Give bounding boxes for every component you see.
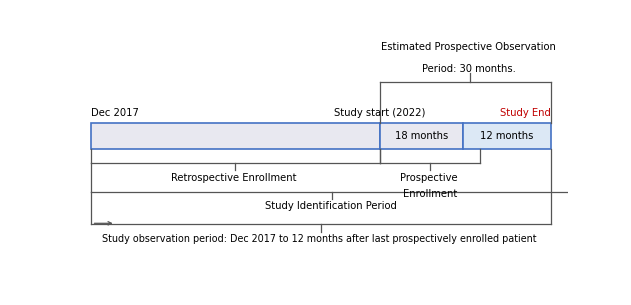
Text: Estimated Prospective Observation: Estimated Prospective Observation [381, 42, 559, 52]
Text: Period: 30 months.: Period: 30 months. [422, 64, 519, 74]
Text: Study Identification Period: Study Identification Period [264, 201, 399, 211]
Bar [91, 124, 380, 149]
Text: Enrollment: Enrollment [403, 189, 457, 199]
Text: Study start (2022): Study start (2022) [334, 108, 425, 118]
Bar [463, 124, 551, 149]
Text: 18 months: 18 months [394, 131, 448, 142]
Text: Dec 2017: Dec 2017 [91, 108, 139, 118]
Text: Study observation period: Dec 2017 to 12 months after last prospectively enrolle: Study observation period: Dec 2017 to 12… [102, 234, 540, 244]
Text: Retrospective Enrollment: Retrospective Enrollment [171, 173, 300, 183]
Text: Prospective: Prospective [399, 173, 461, 183]
Text: 12 months: 12 months [480, 131, 533, 142]
Text: Study End: Study End [500, 108, 551, 118]
Bar [380, 124, 463, 149]
